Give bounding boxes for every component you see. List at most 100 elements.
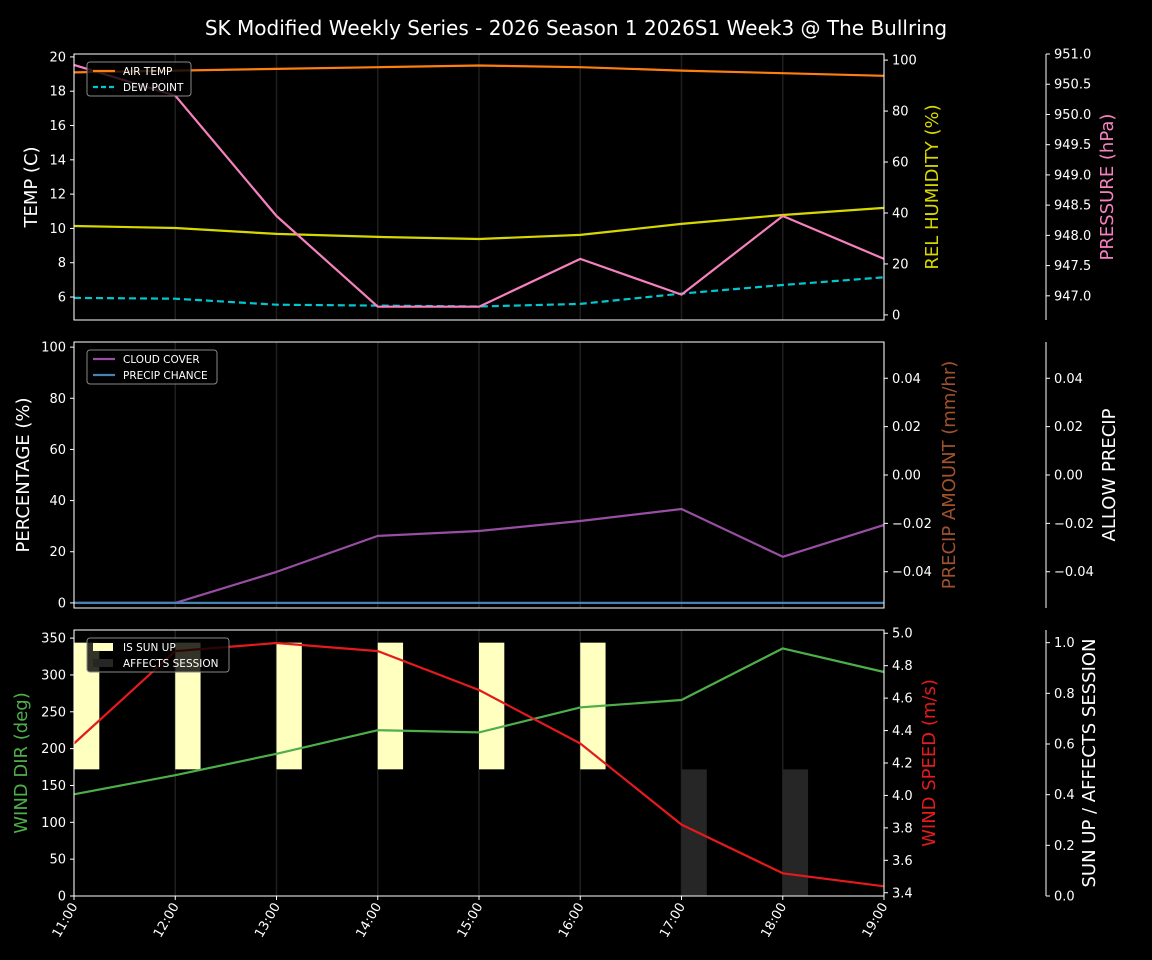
- x-tick-label: 16:00: [556, 901, 588, 941]
- tick-label: 3.6: [892, 854, 913, 869]
- tick-label: 4.4: [892, 724, 913, 739]
- tick-label: 0: [892, 308, 900, 323]
- tick-label: 350: [41, 632, 66, 647]
- tick-label: 1.0: [1054, 636, 1075, 651]
- tick-label: 80: [892, 105, 909, 120]
- legend-box: [86, 349, 218, 385]
- axis-label: REL HUMIDITY (%): [922, 104, 943, 269]
- tick-label: 20: [892, 257, 909, 272]
- axis-label: PRECIP AMOUNT (mm/hr): [939, 361, 960, 590]
- tick-label: 0.6: [1054, 738, 1075, 753]
- legend-label: AFFECTS SESSION: [123, 658, 219, 670]
- tick-label: 0.4: [1054, 788, 1075, 803]
- x-tick-label: 11:00: [50, 901, 82, 941]
- tick-label: 0.00: [892, 469, 921, 484]
- tick-label: 947.5: [1054, 259, 1091, 274]
- legend-label: DEW POINT: [123, 82, 184, 94]
- legend-box: [86, 637, 230, 673]
- legend-swatch: [93, 643, 113, 651]
- tick-label: 80: [49, 392, 66, 407]
- legend: AIR TEMP DEW POINT: [86, 61, 192, 97]
- tick-label: 10: [49, 222, 66, 237]
- bar-affects-session: [681, 769, 707, 896]
- tick-label: 150: [41, 779, 66, 794]
- tick-label: 3.8: [892, 821, 913, 836]
- tick-label: 948.5: [1054, 199, 1091, 214]
- tick-label: 12: [49, 188, 66, 203]
- tick-label: 950.5: [1054, 78, 1091, 93]
- axis-label: WIND SPEED (m/s): [919, 679, 940, 847]
- tick-label: 40: [49, 494, 66, 509]
- legend-label: IS SUN UP: [123, 642, 176, 654]
- x-tick-label: 18:00: [758, 901, 790, 941]
- bar-is-sun-up: [479, 642, 505, 770]
- x-tick-label: 14:00: [353, 901, 385, 941]
- tick-label: 3.4: [892, 886, 913, 901]
- axis-label: SUN UP / AFFECTS SESSION: [1079, 638, 1100, 887]
- legend-label: AIR TEMP: [123, 66, 172, 78]
- legend: IS SUN UP AFFECTS SESSION: [86, 637, 230, 673]
- tick-label: −0.02: [1054, 517, 1094, 532]
- panel-1: 6 8 10 12 14 16 18 20 TEMP (C) 0 20 40 60 80 100 REL HU…: [21, 48, 1118, 324]
- tick-label: 4.6: [892, 692, 913, 707]
- chart-title: SK Modified Weekly Series - 2026 Season …: [205, 16, 947, 40]
- tick-label: 0.02: [892, 420, 921, 435]
- x-tick-label: 19:00: [860, 901, 892, 941]
- tick-label: 0.00: [1054, 469, 1083, 484]
- x-tick-label: 13:00: [252, 901, 284, 941]
- tick-label: 0.02: [1054, 420, 1083, 435]
- tick-label: 949.0: [1054, 168, 1091, 183]
- x-tick-label: 15:00: [455, 901, 487, 941]
- x-tick-label: 17:00: [657, 901, 689, 941]
- tick-label: 0.2: [1054, 839, 1075, 854]
- tick-label: 951.0: [1054, 48, 1091, 63]
- plot-frame: [73, 53, 885, 321]
- tick-label: 0: [58, 596, 66, 611]
- tick-label: 0.04: [892, 372, 921, 387]
- axis-label: WIND DIR (deg): [11, 692, 32, 834]
- tick-label: 0.0: [1054, 890, 1075, 905]
- tick-label: 100: [41, 816, 66, 831]
- panel-2: 0 20 40 60 80 100 PERCENTAGE (%) −0.04 −0.02 0.00…: [13, 341, 1120, 612]
- tick-label: 20: [49, 545, 66, 560]
- tick-label: 0.8: [1054, 687, 1075, 702]
- tick-label: 60: [892, 156, 909, 171]
- tick-label: 948.0: [1054, 229, 1091, 244]
- legend-label: CLOUD COVER: [123, 354, 200, 366]
- tick-label: 949.5: [1054, 138, 1091, 153]
- legend-swatch: [93, 659, 113, 667]
- tick-label: 0.04: [1054, 372, 1083, 387]
- tick-label: 4.8: [892, 659, 913, 674]
- tick-label: 20: [49, 50, 66, 65]
- tick-label: 18: [49, 85, 66, 100]
- tick-label: 950.0: [1054, 108, 1091, 123]
- series-line-dew-point: [73, 276, 885, 308]
- tick-label: 6: [58, 291, 66, 306]
- tick-label: 16: [49, 119, 66, 134]
- legend-label: PRECIP CHANCE: [123, 370, 208, 382]
- tick-label: 14: [49, 153, 66, 168]
- tick-label: 5.0: [892, 627, 913, 642]
- tick-label: 300: [41, 668, 66, 683]
- legend: CLOUD COVER PRECIP CHANCE: [86, 349, 218, 385]
- tick-label: −0.04: [1054, 565, 1094, 580]
- tick-label: 250: [41, 705, 66, 720]
- tick-label: 0: [58, 890, 66, 905]
- tick-label: 4.2: [892, 757, 913, 772]
- tick-label: −0.02: [892, 517, 932, 532]
- tick-label: −0.04: [892, 565, 932, 580]
- axis-label: PERCENTAGE (%): [13, 397, 34, 552]
- tick-label: 50: [49, 853, 66, 868]
- axis-label: TEMP (C): [21, 146, 42, 228]
- axis-label: PRESSURE (hPa): [1097, 114, 1118, 261]
- tick-label: 4.0: [892, 789, 913, 804]
- tick-label: 60: [49, 443, 66, 458]
- x-tick-label: 12:00: [151, 901, 183, 941]
- tick-label: 100: [892, 54, 917, 69]
- tick-label: 100: [41, 341, 66, 356]
- tick-label: 200: [41, 742, 66, 757]
- tick-label: 8: [58, 256, 66, 271]
- panel-3: 0 50 100 150 200 250 300 350 WIND DIR (deg) 3.4 3.…: [11, 627, 1100, 905]
- tick-label: 947.0: [1054, 289, 1091, 304]
